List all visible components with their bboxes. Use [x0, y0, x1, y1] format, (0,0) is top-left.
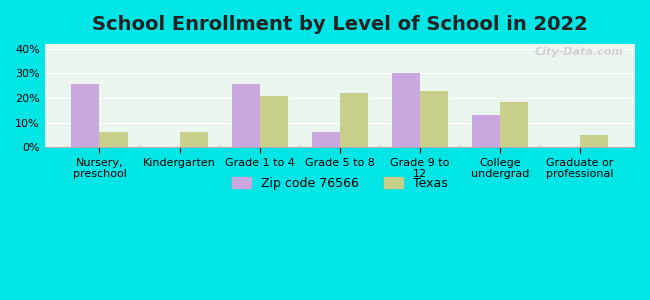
Bar [580, 135, 608, 147]
Bar [472, 115, 500, 147]
Text: City-Data.com: City-Data.com [534, 47, 623, 57]
Bar [231, 84, 260, 147]
Bar [420, 91, 448, 147]
Legend: Zip code 76566, Texas: Zip code 76566, Texas [227, 172, 452, 195]
Bar [340, 93, 368, 147]
Bar [392, 74, 420, 147]
Title: School Enrollment by Level of School in 2022: School Enrollment by Level of School in … [92, 15, 588, 34]
Bar [500, 102, 528, 147]
Bar [312, 132, 340, 147]
Bar [99, 132, 127, 147]
Bar [179, 132, 207, 147]
Bar [72, 84, 99, 147]
Bar [260, 95, 288, 147]
